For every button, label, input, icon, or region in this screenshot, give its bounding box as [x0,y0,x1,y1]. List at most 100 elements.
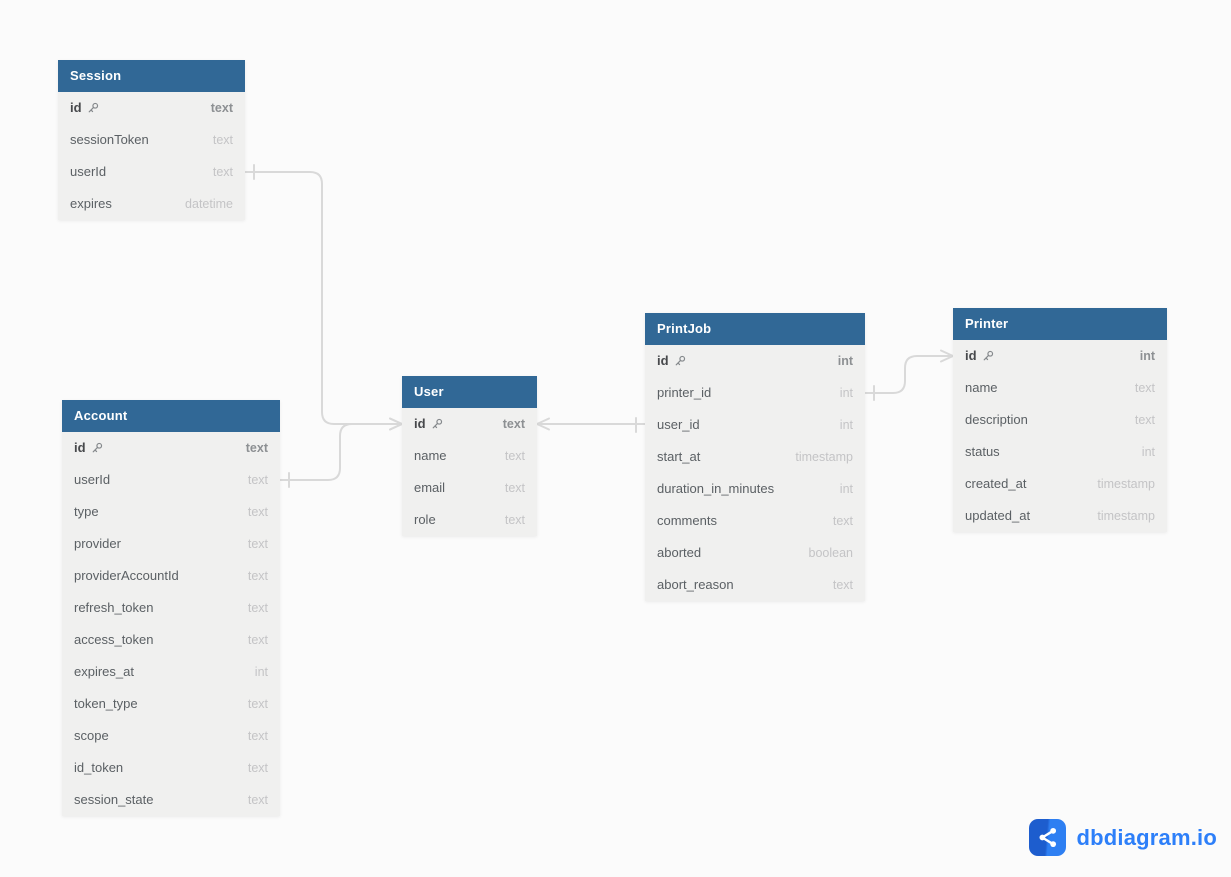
field-type: text [504,481,525,495]
primary-key-icon [982,350,994,362]
field-type: text [504,449,525,463]
field-type: int [1139,349,1155,363]
table-header[interactable]: Account [62,400,280,432]
field-row-expires_at[interactable]: expires_at int [62,656,280,688]
field-row-comments[interactable]: comments text [645,505,865,537]
table-header[interactable]: PrintJob [645,313,865,345]
relationship-line[interactable] [864,355,954,394]
field-row-abort_reason[interactable]: abort_reason text [645,569,865,601]
field-name: id [70,100,82,115]
field-name: scope [74,728,109,743]
field-row-sessiontoken[interactable]: sessionToken text [58,124,245,156]
field-name: id [414,416,426,431]
table-printjob[interactable]: PrintJob id int printer_id int [645,313,865,601]
primary-key-icon [674,355,686,367]
field-row-start_at[interactable]: start_at timestamp [645,441,865,473]
table-name: Account [74,408,128,423]
field-row-created_at[interactable]: created_at timestamp [953,468,1167,500]
field-row-id[interactable]: id int [953,340,1167,372]
table-printer[interactable]: Printer id int name text [953,308,1167,532]
table-header[interactable]: Session [58,60,245,92]
field-type: int [839,386,853,400]
field-row-id[interactable]: id text [402,408,537,440]
field-row-role[interactable]: role text [402,504,537,536]
field-name: refresh_token [74,600,154,615]
field-type: text [247,505,268,519]
field-row-description[interactable]: description text [953,404,1167,436]
field-type: int [839,482,853,496]
field-row-aborted[interactable]: aborted boolean [645,537,865,569]
field-name: id [965,348,977,363]
field-row-provideraccountid[interactable]: providerAccountId text [62,560,280,592]
field-type: int [254,665,268,679]
field-row-access_token[interactable]: access_token text [62,624,280,656]
field-type: text [245,441,268,455]
dbdiagram-logo-icon [1029,819,1067,856]
field-row-email[interactable]: email text [402,472,537,504]
field-row-name[interactable]: name text [953,372,1167,404]
field-name: name [414,448,447,463]
table-name: User [414,384,444,399]
field-name: id [74,440,86,455]
field-name: id [657,353,669,368]
field-type: text [247,633,268,647]
field-name: providerAccountId [74,568,179,583]
relationship-line[interactable] [279,423,403,481]
field-row-session_state[interactable]: session_state text [62,784,280,816]
field-name: id_token [74,760,124,775]
field-row-duration_in_minutes[interactable]: duration_in_minutes int [645,473,865,505]
field-row-refresh_token[interactable]: refresh_token text [62,592,280,624]
field-name: created_at [965,476,1027,491]
field-type: text [832,514,853,528]
field-type: datetime [185,197,233,211]
table-account[interactable]: Account id text userId text [62,400,280,816]
field-row-printer_id[interactable]: printer_id int [645,377,865,409]
field-type: text [247,569,268,583]
field-name: aborted [657,545,702,560]
table-body: id text name text email [402,408,537,536]
field-name: provider [74,536,121,551]
field-name: sessionToken [70,132,149,147]
field-row-name[interactable]: name text [402,440,537,472]
primary-key-icon [87,102,99,114]
dbdiagram-branding-link[interactable]: dbdiagram.io [1029,819,1217,856]
field-name: abort_reason [657,577,734,592]
field-row-userid[interactable]: userId text [62,464,280,496]
field-type: text [212,165,233,179]
field-name: comments [657,513,717,528]
field-type: text [502,417,525,431]
field-row-userid[interactable]: userId text [58,156,245,188]
field-type: timestamp [795,450,853,464]
relation-arrow [389,417,403,431]
field-name: expires [70,196,112,211]
field-row-updated_at[interactable]: updated_at timestamp [953,500,1167,532]
field-row-id_token[interactable]: id_token text [62,752,280,784]
field-row-token_type[interactable]: token_type text [62,688,280,720]
field-type: text [247,601,268,615]
field-name: email [414,480,446,495]
relation-arrow [536,417,550,431]
field-type: int [1141,445,1155,459]
relationship-line[interactable] [244,171,403,425]
field-name: updated_at [965,508,1031,523]
field-name: description [965,412,1028,427]
table-session[interactable]: Session id text sessionToken text [58,60,245,220]
field-row-id[interactable]: id text [58,92,245,124]
field-name: token_type [74,696,138,711]
field-row-id[interactable]: id text [62,432,280,464]
relation-arrow [940,349,954,363]
field-row-status[interactable]: status int [953,436,1167,468]
field-row-user_id[interactable]: user_id int [645,409,865,441]
table-header[interactable]: Printer [953,308,1167,340]
field-row-id[interactable]: id int [645,345,865,377]
field-row-scope[interactable]: scope text [62,720,280,752]
table-header[interactable]: User [402,376,537,408]
table-user[interactable]: User id text name text em [402,376,537,536]
field-row-provider[interactable]: provider text [62,528,280,560]
table-name: Session [70,68,122,83]
field-row-expires[interactable]: expires datetime [58,188,245,220]
field-name: user_id [657,417,700,432]
field-name: start_at [657,449,701,464]
field-row-type[interactable]: type text [62,496,280,528]
